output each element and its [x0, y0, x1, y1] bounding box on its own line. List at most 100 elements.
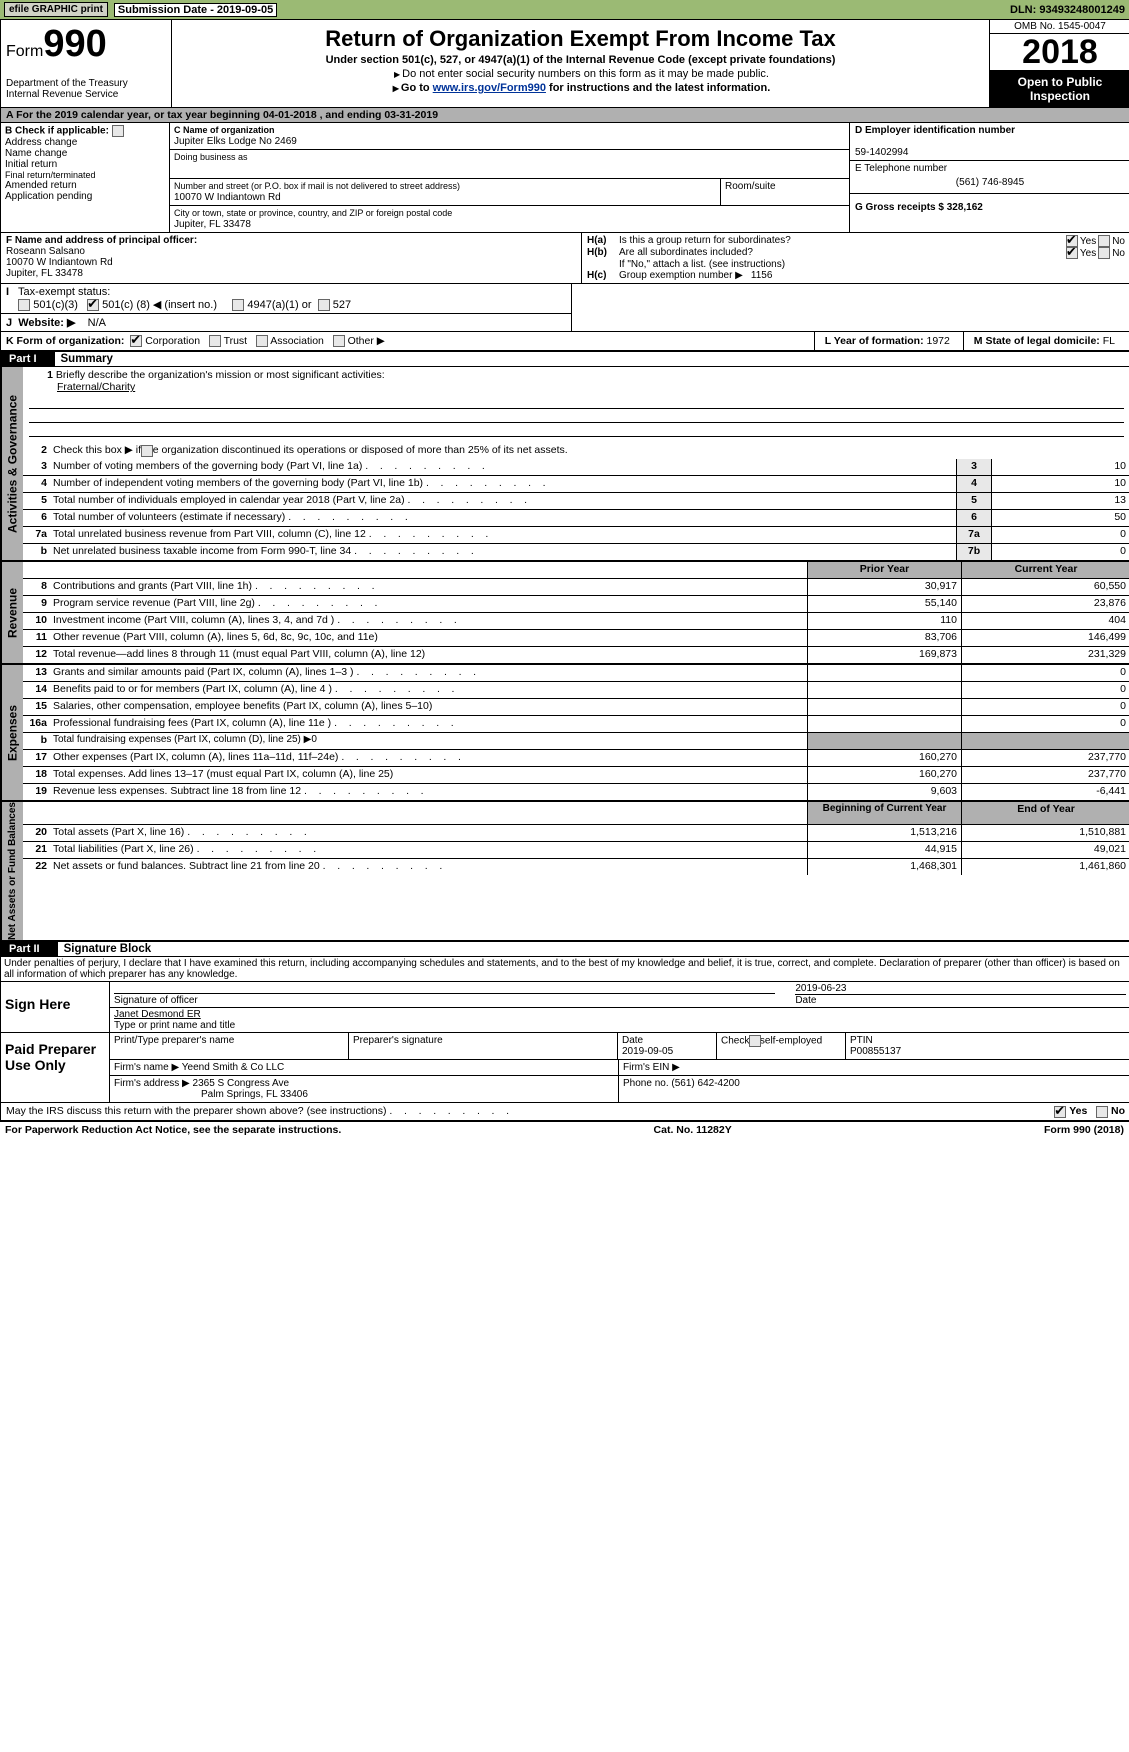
i-501c-a: 501(c) (: [102, 299, 140, 311]
k-assoc-check[interactable]: [256, 335, 268, 347]
check-pending: Application pending: [5, 191, 165, 202]
paid-preparer-label: Paid Preparer Use Only: [1, 1033, 110, 1102]
part-1-title: Summary: [61, 353, 113, 365]
line-6-desc: Total number of volunteers (estimate if …: [51, 510, 956, 526]
line-5-desc: Total number of individuals employed in …: [51, 493, 956, 509]
officer-city: Jupiter, FL 33478: [6, 268, 83, 279]
phone-value: (561) 746-8945: [855, 177, 1125, 188]
form-prefix: Form: [6, 43, 43, 60]
line-2-check[interactable]: [141, 445, 153, 457]
line-7b-desc: Net unrelated business taxable income fr…: [51, 544, 956, 560]
prep-self-emp: Check if self-employed: [721, 1036, 822, 1047]
website-value: N/A: [88, 317, 106, 329]
irs-line: Internal Revenue Service: [6, 89, 118, 100]
hb-no-check[interactable]: [1098, 247, 1110, 259]
part-2-label: Part II: [1, 942, 58, 956]
e-label: E Telephone number: [855, 163, 947, 174]
k-assoc: Association: [270, 335, 324, 347]
check-applicable-box[interactable]: [112, 125, 124, 137]
prep-date-head: Date: [622, 1035, 643, 1046]
org-name: Jupiter Elks Lodge No 2469: [174, 136, 297, 147]
efile-print-button[interactable]: efile GRAPHIC print: [4, 2, 108, 17]
form-container: Form990 Department of the Treasury Inter…: [0, 19, 1129, 1122]
k-trust-check[interactable]: [209, 335, 221, 347]
sig-officer-label: Signature of officer: [114, 993, 775, 1006]
k-label: K Form of organization:: [6, 335, 124, 347]
firm-phone: (561) 642-4200: [671, 1078, 739, 1089]
i-501c-check[interactable]: [87, 299, 99, 311]
tab-governance: Activities & Governance: [1, 367, 23, 560]
discuss-yes-check[interactable]: [1054, 1106, 1066, 1118]
ptin-label: PTIN: [850, 1035, 873, 1046]
tab-net-assets: Net Assets or Fund Balances: [1, 802, 23, 940]
i-501c3-check[interactable]: [18, 299, 30, 311]
i-501c3: 501(c)(3): [33, 299, 78, 311]
i-527-check[interactable]: [318, 299, 330, 311]
l-value: 1972: [927, 335, 950, 347]
dept-line: Department of the Treasury: [6, 78, 128, 89]
line-12-desc: Total revenue—add lines 8 through 11 (mu…: [51, 647, 807, 663]
line-20-curr: 1,510,881: [961, 825, 1129, 841]
line-6-val: 50: [991, 510, 1129, 526]
hb-text: Are all subordinates included?: [619, 247, 1066, 258]
check-b-header: B Check if applicable:: [5, 126, 109, 137]
line-15-curr: 0: [961, 699, 1129, 715]
k-other-check[interactable]: [333, 335, 345, 347]
hc-label: H(c): [587, 270, 619, 281]
submission-date: Submission Date - 2019-09-05: [114, 3, 277, 17]
block-f: F Name and address of principal officer:…: [1, 233, 582, 283]
line-22-curr: 1,461,860: [961, 859, 1129, 875]
prep-date-value: 2019-09-05: [622, 1046, 673, 1057]
top-bar: efile GRAPHIC print Submission Date - 20…: [0, 0, 1129, 19]
room-label: Room/suite: [725, 181, 776, 192]
tab-revenue: Revenue: [1, 562, 23, 663]
k-other: Other ▶: [348, 335, 385, 347]
curr-year-head: Current Year: [961, 562, 1129, 578]
officer-name: Roseann Salsano: [6, 246, 85, 257]
part-1-label: Part I: [1, 352, 55, 366]
block-h: H(a) Is this a group return for subordin…: [582, 233, 1129, 283]
part-1-header: Part I Summary: [1, 352, 1129, 367]
j-label: J: [6, 317, 12, 329]
irs-link[interactable]: www.irs.gov/Form990: [433, 82, 546, 94]
i-4947: 4947(a)(1) or: [247, 299, 311, 311]
discuss-no-check[interactable]: [1096, 1106, 1108, 1118]
l-label: L Year of formation:: [825, 335, 924, 347]
line-3-val: 10: [991, 459, 1129, 475]
discuss-no: No: [1111, 1105, 1125, 1117]
line-18-desc: Total expenses. Add lines 13–17 (must eq…: [51, 767, 807, 783]
j-text: Website: ▶: [18, 317, 75, 329]
perjury-statement: Under penalties of perjury, I declare th…: [1, 957, 1129, 982]
note-ssn: Do not enter social security numbers on …: [176, 68, 985, 80]
note-goto: Go to www.irs.gov/Form990 for instructio…: [176, 82, 985, 94]
self-employed-check[interactable]: [749, 1035, 761, 1047]
line-22-prior: 1,468,301: [807, 859, 961, 875]
prep-name-head: Print/Type preparer's name: [110, 1033, 349, 1059]
hb-yes-check[interactable]: [1066, 247, 1078, 259]
form-id-box: Form990 Department of the Treasury Inter…: [1, 20, 172, 107]
i-4947-check[interactable]: [232, 299, 244, 311]
open-to-public: Open to Public Inspection: [990, 71, 1129, 107]
line-10-curr: 404: [961, 613, 1129, 629]
hb-no: No: [1112, 248, 1125, 259]
hc-text: Group exemption number ▶: [619, 270, 743, 281]
f-label: F Name and address of principal officer:: [6, 235, 197, 246]
prep-sig-head: Preparer's signature: [349, 1033, 618, 1059]
form-title: Return of Organization Exempt From Incom…: [176, 26, 985, 52]
line-9-prior: 55,140: [807, 596, 961, 612]
firm-addr1: 2365 S Congress Ave: [193, 1078, 290, 1089]
line-18-curr: 237,770: [961, 767, 1129, 783]
ha-no: No: [1112, 236, 1125, 247]
ha-no-check[interactable]: [1098, 235, 1110, 247]
line-8-prior: 30,917: [807, 579, 961, 595]
prior-year-head: Prior Year: [807, 562, 961, 578]
line-20-prior: 1,513,216: [807, 825, 961, 841]
dept-treasury: Department of the Treasury Internal Reve…: [6, 78, 166, 100]
check-final: Final return/terminated: [5, 170, 165, 180]
line-2-desc: Check this box ▶ if the organization dis…: [53, 444, 568, 456]
k-corp-check[interactable]: [130, 335, 142, 347]
street-value: 10070 W Indiantown Rd: [174, 192, 281, 203]
end-year-head: End of Year: [961, 802, 1129, 824]
footer-right-pre: Form: [1044, 1124, 1073, 1136]
row-a-calendar: A For the 2019 calendar year, or tax yea…: [1, 108, 1129, 123]
